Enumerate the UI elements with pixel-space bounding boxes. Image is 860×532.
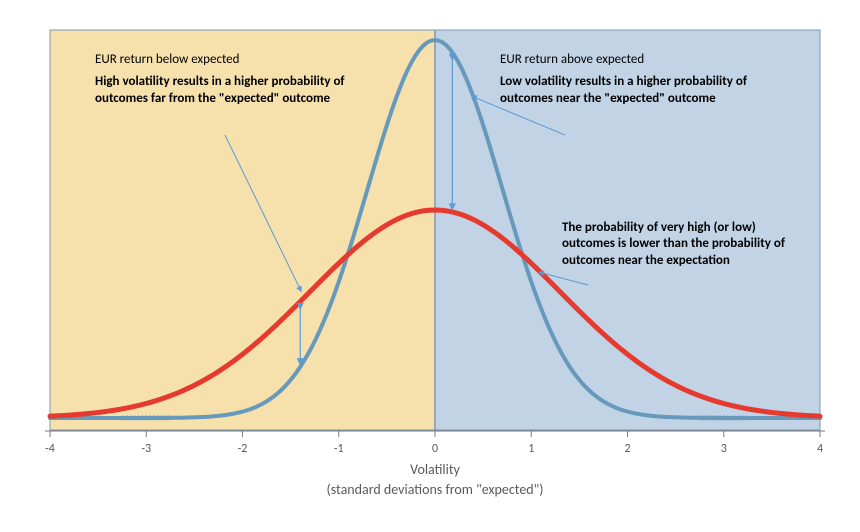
svg-text:2: 2 xyxy=(624,442,630,456)
right-annotation-body: Low volatility results in a higher proba… xyxy=(500,74,750,107)
svg-text:4: 4 xyxy=(817,442,823,456)
volatility-chart: -4 -3 -2 -1 0 1 2 3 4 Volatility (standard deviati… xyxy=(0,0,860,532)
left-annotation-title: EUR return below expected xyxy=(95,52,355,68)
left-annotation-body: High volatility results in a higher prob… xyxy=(95,74,355,107)
right-annotation-2: The probability of very high (or low) ou… xyxy=(562,220,792,269)
svg-text:(standard deviations from "exp: (standard deviations from "expected") xyxy=(326,481,543,498)
svg-text:1: 1 xyxy=(528,442,534,456)
svg-text:-3: -3 xyxy=(141,442,151,456)
svg-text:Volatility: Volatility xyxy=(410,461,460,478)
svg-text:0: 0 xyxy=(432,442,438,456)
left-annotation: EUR return below expected High volatilit… xyxy=(95,52,355,107)
svg-text:-1: -1 xyxy=(334,442,344,456)
right-annotation-title: EUR return above expected xyxy=(500,52,750,68)
svg-text:-2: -2 xyxy=(238,442,248,456)
svg-text:-4: -4 xyxy=(45,442,55,456)
svg-text:3: 3 xyxy=(721,442,727,456)
right-annotation-1: EUR return above expected Low volatility… xyxy=(500,52,750,107)
